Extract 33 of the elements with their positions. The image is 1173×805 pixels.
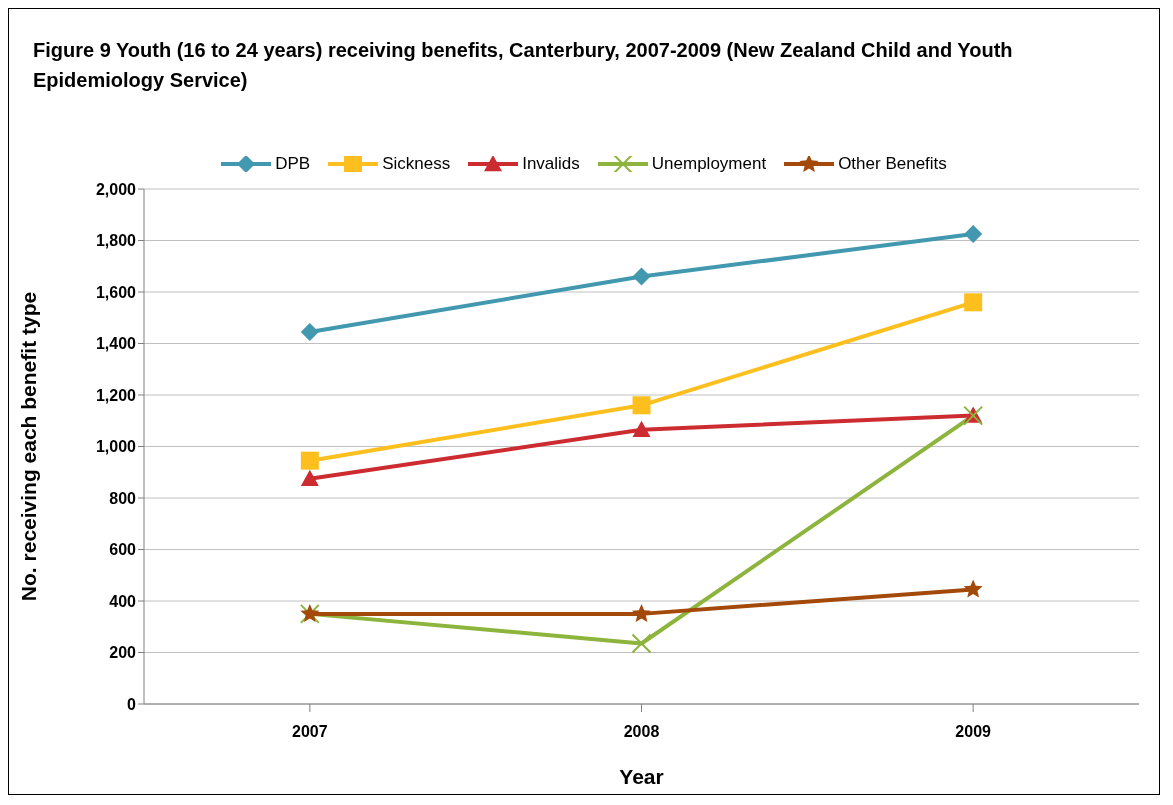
y-tick-label: 1,200 [95, 386, 137, 404]
legend-label: Sickness [382, 154, 451, 174]
y-tick-label: 2,000 [95, 180, 137, 198]
legend-label: Other Benefits [838, 154, 947, 174]
y-tick-label: 200 [109, 644, 137, 662]
point [300, 469, 319, 486]
x-axis-title: Year [619, 765, 664, 788]
point [964, 225, 983, 244]
x-tick-label: 2007 [292, 723, 328, 741]
chart-title: Figure 9 Youth (16 to 24 years) receiving benefits, Canterbury, 2007-2009 (New Zealand Child and Youth Epidemiology Service) [33, 38, 1014, 93]
x-tick-label: 2009 [955, 723, 992, 741]
point [963, 579, 983, 598]
point [300, 322, 319, 341]
y-tick-label: 600 [109, 541, 137, 559]
point [632, 396, 651, 415]
point [632, 420, 651, 437]
y-tick-label: 800 [109, 489, 137, 507]
y-tick-label: 1,800 [95, 232, 137, 250]
point [632, 267, 651, 286]
point [300, 451, 319, 470]
y-tick-label: 0 [127, 695, 137, 713]
y-tick-label: 400 [109, 592, 137, 610]
x-tick-label: 2008 [623, 723, 660, 741]
y-tick-label: 1,600 [95, 283, 137, 301]
y-axis-title: No. receiving each benefit type [17, 291, 41, 602]
point [631, 633, 652, 654]
y-tick-label: 1,000 [95, 438, 137, 456]
legend-label: Unemployment [651, 154, 767, 174]
legend-label: Invalids [522, 154, 580, 174]
legend-label: DPB [275, 154, 311, 174]
point [964, 293, 983, 312]
point [631, 603, 652, 622]
y-tick-label: 1,400 [95, 335, 137, 353]
